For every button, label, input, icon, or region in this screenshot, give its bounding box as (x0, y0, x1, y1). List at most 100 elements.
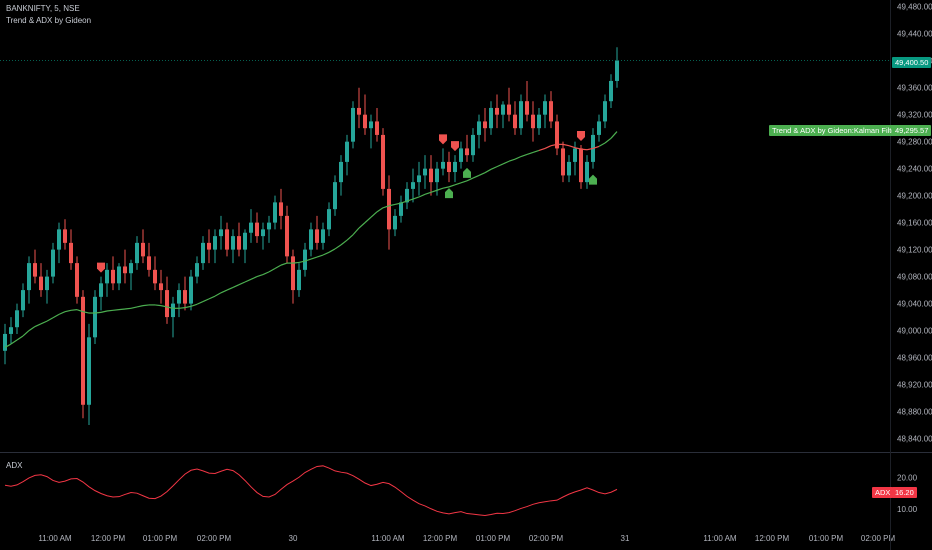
candle-body (255, 222, 259, 237)
time-tick-label: 12:00 PM (91, 534, 126, 543)
kalman-segment (442, 186, 450, 189)
candle (3, 323, 7, 365)
price-pane[interactable]: 49,480.0049,440.0049,400.0049,360.0049,3… (0, 0, 932, 452)
time-axis[interactable]: 11:00 AM 12:00 PM 01:00 PM 02:00 PM 30 11:00 … (0, 528, 932, 550)
candle (411, 168, 415, 203)
candle (183, 276, 187, 311)
candle (465, 134, 469, 162)
candle-body (267, 222, 271, 230)
price-tick-label: 49,000.00 (897, 327, 932, 336)
kalman-segment (568, 145, 576, 149)
candle-body (171, 303, 175, 318)
candle-body (231, 236, 235, 250)
kalman-segment (70, 309, 78, 311)
candle-body (117, 266, 121, 284)
kalman-segment (280, 262, 288, 266)
candle (471, 128, 475, 162)
kalman-segment (334, 244, 342, 250)
candle-body (603, 101, 607, 122)
kalman-segment (4, 343, 12, 348)
candle (129, 259, 133, 291)
candle (495, 94, 499, 129)
candle-body (495, 107, 499, 115)
kalman-segment (526, 151, 534, 156)
time-tick-label: 11:00 AM (371, 534, 405, 543)
candle-body (93, 296, 97, 338)
candle (9, 317, 13, 345)
kalman-segment (478, 172, 486, 176)
kalman-segment (382, 205, 390, 209)
kalman-segment (322, 251, 330, 256)
time-tick-label: 01:00 PM (809, 534, 844, 543)
candle-body (75, 263, 79, 297)
time-tick-label: 12:00 PM (423, 534, 458, 543)
candle (345, 134, 349, 176)
kalman-segment (532, 149, 540, 154)
adx-badge-label: ADX (872, 487, 894, 498)
adx-pane[interactable]: 20.00 10.00 (0, 455, 932, 525)
candle (555, 114, 559, 156)
kalman-segment (100, 310, 108, 313)
candle-body (135, 242, 139, 264)
candle-body (507, 104, 511, 115)
sell-signal-marker (97, 262, 105, 273)
candle-body (345, 141, 349, 162)
candle (141, 229, 145, 264)
pane-separator[interactable] (0, 452, 932, 453)
price-tick-label: 49,280.00 (897, 138, 932, 147)
candle-body (45, 276, 49, 291)
symbol-title[interactable]: BANKNIFTY, 5, NSE (6, 4, 80, 13)
kalman-segment (262, 271, 270, 276)
candle (561, 141, 565, 183)
buy-signal-marker (589, 174, 597, 185)
candle (321, 222, 325, 250)
candle-body (15, 310, 19, 328)
candle (615, 47, 619, 88)
kalman-segment (328, 248, 336, 253)
candle (57, 222, 61, 264)
candle (441, 148, 445, 176)
kalman-segment (10, 339, 18, 345)
kalman-segment (118, 308, 126, 311)
adx-pane-label[interactable]: ADX (6, 461, 23, 470)
candle (393, 209, 397, 237)
candle-body (123, 266, 127, 274)
candle (123, 249, 127, 284)
time-tick-label: 01:00 PM (143, 534, 178, 543)
candle (285, 205, 289, 264)
candle-body (129, 263, 133, 274)
kalman-filter-name-label: Trend & ADX by Gideon:Kalman Filter (769, 125, 902, 136)
price-tick-label: 49,120.00 (897, 246, 932, 255)
candle-body (333, 182, 337, 210)
candle (255, 212, 259, 243)
kalman-segment (406, 198, 414, 202)
candle-body (609, 80, 613, 102)
buy-signal-marker (445, 188, 453, 199)
candle-body (405, 188, 409, 203)
indicator-title[interactable]: Trend & ADX by Gideon (6, 16, 92, 25)
candle-body (243, 232, 247, 250)
price-tick-label: 49,160.00 (897, 219, 932, 228)
kalman-segment (238, 281, 246, 286)
candle-body (489, 107, 493, 129)
candle (153, 256, 157, 291)
candle-body (81, 296, 85, 405)
last-price-label: 49,400.50 (892, 57, 932, 68)
kalman-segment (472, 174, 480, 179)
kalman-segment (40, 320, 48, 325)
candle-body (579, 148, 583, 183)
candle-body (87, 337, 91, 405)
candle-body (9, 327, 13, 334)
kalman-segment (454, 182, 462, 186)
candle-body (423, 168, 427, 176)
candle (381, 128, 385, 196)
candle-body (471, 134, 475, 156)
candle (489, 101, 493, 135)
price-tick-label: 49,480.00 (897, 3, 932, 12)
candle-body (537, 114, 541, 129)
kalman-segment (16, 335, 24, 341)
candle (369, 114, 373, 149)
time-tick-label: 01:00 PM (476, 534, 511, 543)
candle (237, 222, 241, 257)
candle (51, 242, 55, 284)
